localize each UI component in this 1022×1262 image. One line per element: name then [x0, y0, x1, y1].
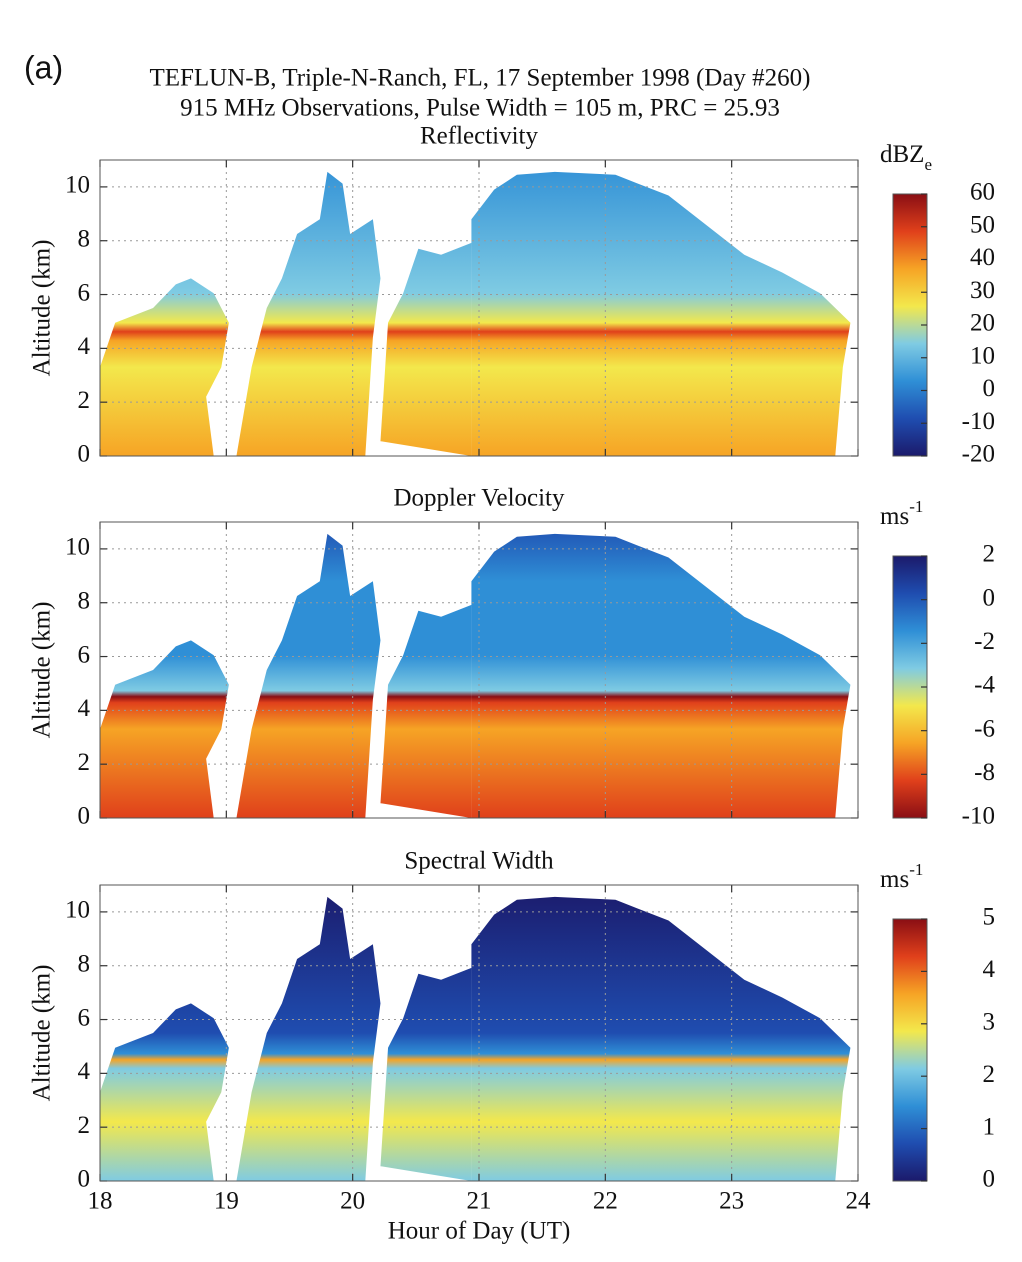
colorbar-tick-label: 0 — [983, 584, 996, 611]
y-tick-label: 0 — [78, 1166, 91, 1193]
y-axis-label: Altitude (km) — [29, 240, 56, 377]
plot-frame — [99, 159, 859, 457]
panel-title: Spectral Width — [404, 848, 554, 875]
colorbar-tick-label: 2 — [983, 541, 996, 568]
echo-region — [471, 171, 851, 456]
x-tick-label: 22 — [593, 1188, 618, 1215]
x-tick-label: 24 — [846, 1188, 872, 1215]
y-tick-label: 4 — [78, 695, 91, 722]
colorbar-tick-label: 1 — [983, 1113, 996, 1140]
y-tick-label: 8 — [78, 950, 91, 977]
colorbar-tick-label: -6 — [974, 715, 995, 742]
colorbar-tick-label: 20 — [970, 310, 995, 337]
x-tick-label: 23 — [719, 1188, 744, 1215]
y-tick-label: 6 — [78, 1004, 91, 1031]
y-axis-label: Altitude (km) — [29, 602, 56, 739]
colorbar-label: dBZe — [880, 141, 932, 174]
echo-region — [100, 278, 229, 456]
y-tick-label: 4 — [78, 1058, 91, 1085]
echo-region — [471, 896, 851, 1181]
y-tick-label: 10 — [65, 897, 90, 924]
colorbar-tick-label: 40 — [970, 244, 995, 271]
panel-title: Reflectivity — [420, 123, 539, 150]
echo-region — [236, 533, 381, 818]
colorbar-tick-label: 0 — [983, 375, 996, 402]
colorbar-label: ms-1 — [880, 860, 923, 893]
echo-field — [100, 896, 851, 1181]
y-axis-label: Altitude (km) — [29, 965, 56, 1102]
y-tick-label: 2 — [78, 387, 91, 414]
y-tick-label: 2 — [78, 1112, 91, 1139]
y-tick-label: 8 — [78, 225, 91, 252]
echo-field — [100, 171, 851, 456]
colorbar-tick-label: 30 — [970, 277, 995, 304]
x-tick-label: 21 — [467, 1188, 492, 1215]
panel-title: Doppler Velocity — [393, 485, 565, 512]
colorbar-tick-label: 5 — [983, 904, 996, 931]
suptitle: 915 MHz Observations, Pulse Width = 105 … — [180, 95, 780, 122]
colorbar-tick-label: 50 — [970, 211, 995, 238]
y-tick-label: 6 — [78, 641, 91, 668]
plot-frame — [99, 521, 859, 819]
colorbar-tick-label: 3 — [983, 1009, 996, 1036]
x-tick-label: 18 — [88, 1188, 113, 1215]
colorbar-label-sup: -1 — [909, 860, 923, 879]
colorbar-tick-label: 2 — [983, 1061, 996, 1088]
colorbar-tick-label: 60 — [970, 179, 995, 206]
echo-region — [236, 896, 381, 1181]
colorbar-label-text: dBZ — [880, 141, 924, 168]
echo-region — [471, 533, 851, 818]
colorbar-tick-label: -8 — [974, 759, 995, 786]
plot-frame — [99, 884, 859, 1182]
x-axis-label: Hour of Day (UT) — [388, 1218, 571, 1245]
panel-label: (a) — [24, 49, 63, 85]
colorbar-tick-label: -20 — [962, 441, 995, 468]
suptitle: TEFLUN-B, Triple-N-Ranch, FL, 17 Septemb… — [149, 65, 810, 92]
colorbar-tick-label: 10 — [970, 342, 995, 369]
colorbar-label-sub: e — [924, 155, 932, 174]
echo-region — [380, 242, 472, 456]
colorbar-label-sup: -1 — [909, 497, 923, 516]
colorbar-label-text: ms — [880, 866, 909, 893]
echo-region — [100, 1003, 229, 1181]
x-tick-label: 20 — [340, 1188, 365, 1215]
y-tick-label: 6 — [78, 279, 91, 306]
y-tick-label: 4 — [78, 333, 91, 360]
y-tick-label: 0 — [78, 441, 91, 468]
y-tick-label: 0 — [78, 803, 91, 830]
colorbar-tick-label: 0 — [983, 1166, 996, 1193]
echo-field — [100, 533, 851, 818]
colorbar-tick-label: -2 — [974, 628, 995, 655]
echo-region — [380, 604, 472, 818]
y-tick-label: 10 — [65, 534, 90, 561]
colorbar-label: ms-1 — [880, 497, 923, 530]
colorbar — [892, 918, 928, 1182]
echo-region — [236, 171, 381, 456]
colorbar-tick-label: -4 — [974, 672, 995, 699]
colorbar-label-text: ms — [880, 503, 909, 530]
y-tick-label: 2 — [78, 749, 91, 776]
y-tick-label: 10 — [65, 172, 90, 199]
colorbar-tick-label: -10 — [962, 408, 995, 435]
colorbar-tick-label: -10 — [962, 803, 995, 830]
colorbar-tick-label: 4 — [983, 956, 996, 983]
echo-region — [100, 640, 229, 818]
y-tick-label: 8 — [78, 587, 91, 614]
echo-region — [380, 967, 472, 1181]
x-tick-label: 19 — [214, 1188, 239, 1215]
